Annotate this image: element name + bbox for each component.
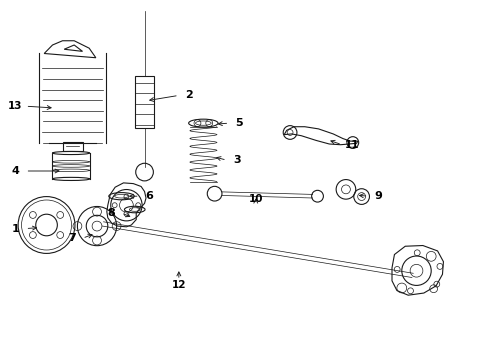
Text: 12: 12 xyxy=(172,280,186,290)
Text: 3: 3 xyxy=(233,155,241,165)
Text: 2: 2 xyxy=(185,90,193,100)
Text: 4: 4 xyxy=(12,166,20,176)
Text: 1: 1 xyxy=(12,224,20,234)
Text: 9: 9 xyxy=(374,191,382,201)
Text: 13: 13 xyxy=(8,101,23,111)
Text: 6: 6 xyxy=(146,191,153,201)
Text: 10: 10 xyxy=(248,194,263,204)
Text: 11: 11 xyxy=(345,140,359,150)
Text: 5: 5 xyxy=(236,118,243,128)
Bar xyxy=(63,141,82,151)
Text: 7: 7 xyxy=(69,233,76,243)
Text: 8: 8 xyxy=(108,208,116,218)
Bar xyxy=(135,76,154,128)
